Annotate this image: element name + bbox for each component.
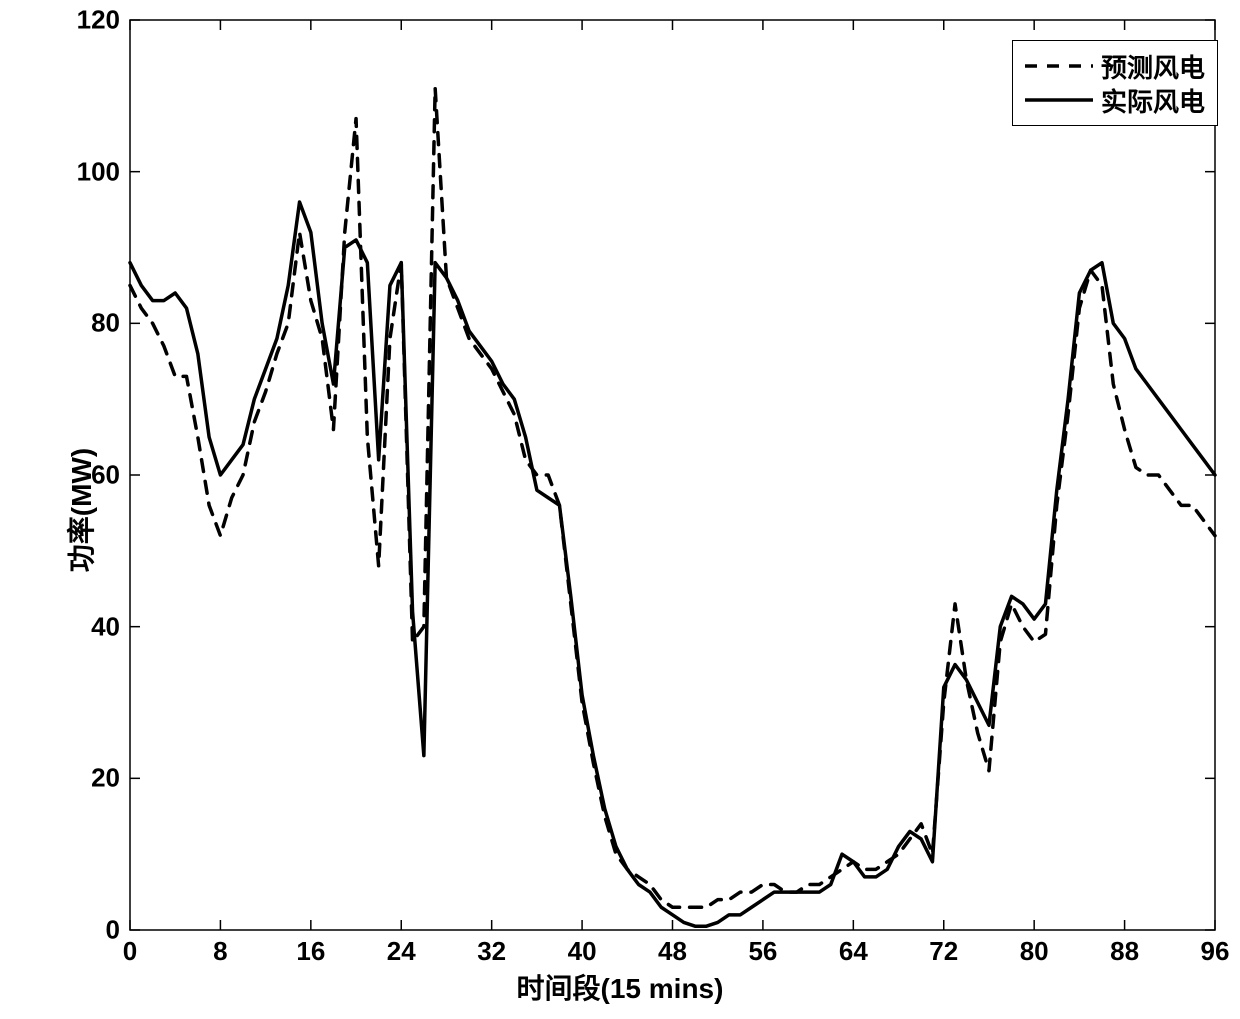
x-tick-label: 48 <box>658 936 687 967</box>
x-tick-label: 56 <box>748 936 777 967</box>
legend-swatch-actual <box>1025 88 1093 112</box>
x-tick-label: 64 <box>839 936 868 967</box>
chart-container: 功率(MW) 时间段(15 mins) 预测风电 实际风电 0816243240… <box>0 0 1240 1019</box>
legend-label-predicted: 预测风电 <box>1101 48 1205 85</box>
y-tick-label: 120 <box>77 5 120 36</box>
y-tick-label: 40 <box>91 611 120 642</box>
x-tick-label: 80 <box>1020 936 1049 967</box>
x-tick-label: 16 <box>296 936 325 967</box>
x-axis-label: 时间段(15 mins) <box>517 967 724 1007</box>
legend-swatch-predicted <box>1025 54 1093 78</box>
y-tick-label: 60 <box>91 460 120 491</box>
x-tick-label: 40 <box>568 936 597 967</box>
x-tick-label: 24 <box>387 936 416 967</box>
y-tick-label: 100 <box>77 156 120 187</box>
y-tick-label: 80 <box>91 308 120 339</box>
legend-item-actual: 实际风电 <box>1025 83 1205 117</box>
x-tick-label: 72 <box>929 936 958 967</box>
y-tick-label: 0 <box>106 915 120 946</box>
x-tick-label: 8 <box>213 936 227 967</box>
x-tick-label: 88 <box>1110 936 1139 967</box>
legend: 预测风电 实际风电 <box>1012 40 1218 126</box>
x-tick-label: 0 <box>123 936 137 967</box>
x-tick-label: 96 <box>1201 936 1230 967</box>
y-tick-label: 20 <box>91 763 120 794</box>
x-tick-label: 32 <box>477 936 506 967</box>
legend-label-actual: 实际风电 <box>1101 82 1205 119</box>
line-chart-svg <box>0 0 1240 1019</box>
legend-item-predicted: 预测风电 <box>1025 49 1205 83</box>
